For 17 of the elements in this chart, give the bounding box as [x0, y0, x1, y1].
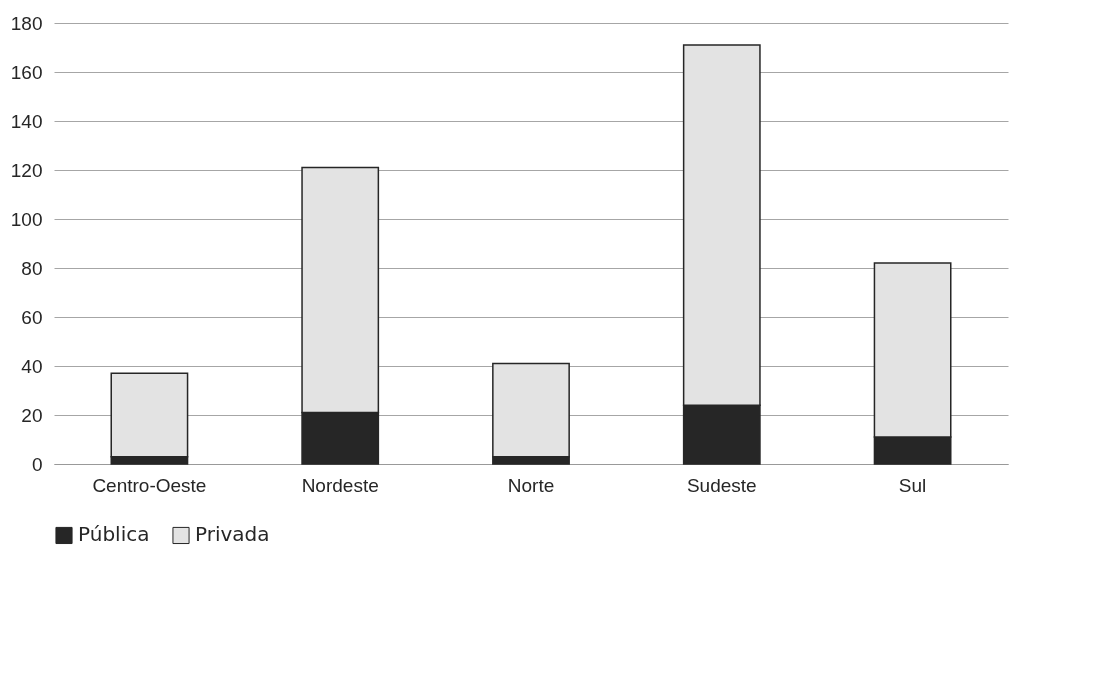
y-tick-label: 140: [10, 110, 43, 132]
legend-label: Privada: [195, 522, 270, 547]
y-tick-label: 0: [31, 453, 43, 475]
legend-label: Pública: [78, 522, 150, 547]
y-tick-label: 40: [21, 355, 43, 377]
y-tick-label: 120: [10, 159, 43, 181]
y-tick-label: 180: [10, 12, 43, 34]
y-tick-label: 100: [10, 208, 43, 230]
y-tick-label: 20: [21, 404, 43, 426]
x-tick-label: Sul: [898, 474, 927, 496]
y-tick-label: 160: [10, 61, 43, 83]
x-tick-label: Nordeste: [301, 474, 379, 496]
y-tick-label: 60: [21, 306, 43, 328]
x-tick-label: Norte: [507, 474, 555, 496]
x-tick-label: Centro-Oeste: [92, 474, 207, 496]
y-tick-label: 80: [21, 257, 43, 279]
x-tick-label: Sudeste: [686, 474, 757, 496]
